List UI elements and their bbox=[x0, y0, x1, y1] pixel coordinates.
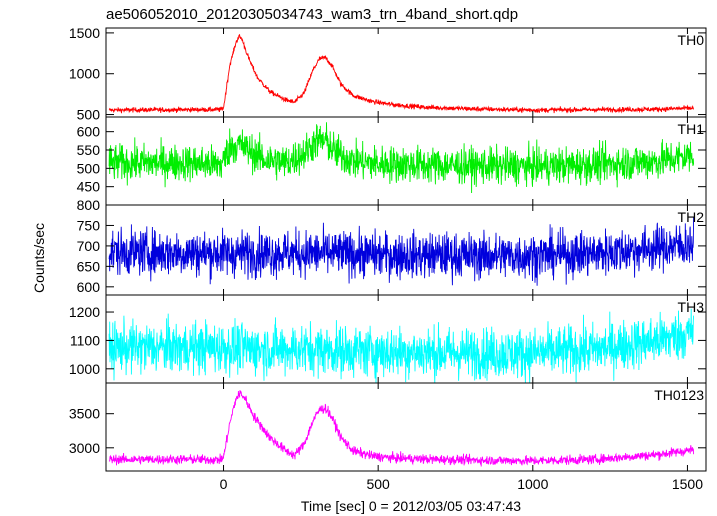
panel-name-label: TH1 bbox=[678, 121, 705, 137]
y-tick-label: 1000 bbox=[69, 361, 100, 377]
panel-th0: 500 1000 1500 TH0 bbox=[69, 25, 707, 123]
panel-th2: 600 650 700 750 800 TH2 bbox=[77, 197, 707, 296]
y-tick-label: 450 bbox=[77, 179, 101, 195]
series-line-th2 bbox=[108, 216, 695, 286]
y-tick-label: 3500 bbox=[69, 406, 100, 422]
x-axis-label: Time [sec] 0 = 2012/03/05 03:47:43 bbox=[301, 498, 521, 514]
y-tick-label: 3000 bbox=[69, 440, 100, 456]
y-axis-label: Counts/sec bbox=[31, 223, 47, 293]
x-tick-label: 1500 bbox=[672, 476, 703, 492]
panel-frame bbox=[105, 382, 707, 472]
y-tick-label: 600 bbox=[77, 279, 101, 295]
y-tick-label: 1000 bbox=[69, 66, 100, 82]
y-tick-label: 1500 bbox=[69, 25, 100, 41]
y-tick-label: 550 bbox=[77, 142, 101, 158]
series-line-th0123 bbox=[108, 390, 695, 467]
panel-name-label: TH2 bbox=[678, 209, 705, 225]
y-tick-label: 750 bbox=[77, 217, 101, 233]
panel-frame bbox=[105, 27, 707, 118]
series-line-th1 bbox=[108, 122, 695, 194]
panel-th0123: 3000 3500 TH0123 bbox=[69, 382, 707, 472]
x-tick-label: 500 bbox=[366, 476, 390, 492]
y-tick-label: 800 bbox=[77, 197, 101, 213]
panel-name-label: TH3 bbox=[678, 299, 705, 315]
x-tick-label: 0 bbox=[220, 476, 228, 492]
series-line-th0 bbox=[108, 33, 695, 114]
y-tick-label: 700 bbox=[77, 238, 101, 254]
y-tick-label: 1100 bbox=[70, 332, 100, 348]
series-line-th3 bbox=[108, 308, 695, 384]
panel-th1: 450 500 550 600 TH1 bbox=[77, 116, 707, 206]
panel-name-label: TH0 bbox=[678, 32, 705, 48]
y-tick-label: 500 bbox=[77, 107, 101, 123]
y-tick-label: 1200 bbox=[69, 304, 100, 320]
y-tick-label: 500 bbox=[77, 160, 101, 176]
y-tick-label: 650 bbox=[77, 258, 101, 274]
chart-title: ae506052010_20120305034743_wam3_trn_4ban… bbox=[106, 6, 518, 23]
y-tick-label: 600 bbox=[77, 124, 101, 140]
panel-th3: 1000 1100 1200 TH3 bbox=[69, 294, 707, 384]
panels-group: 500 1000 1500 TH0 450 500 550 600 TH1 600 650 700 75… bbox=[69, 25, 707, 492]
panel-name-label: TH0123 bbox=[654, 387, 704, 403]
x-tick-label: 1000 bbox=[517, 476, 548, 492]
